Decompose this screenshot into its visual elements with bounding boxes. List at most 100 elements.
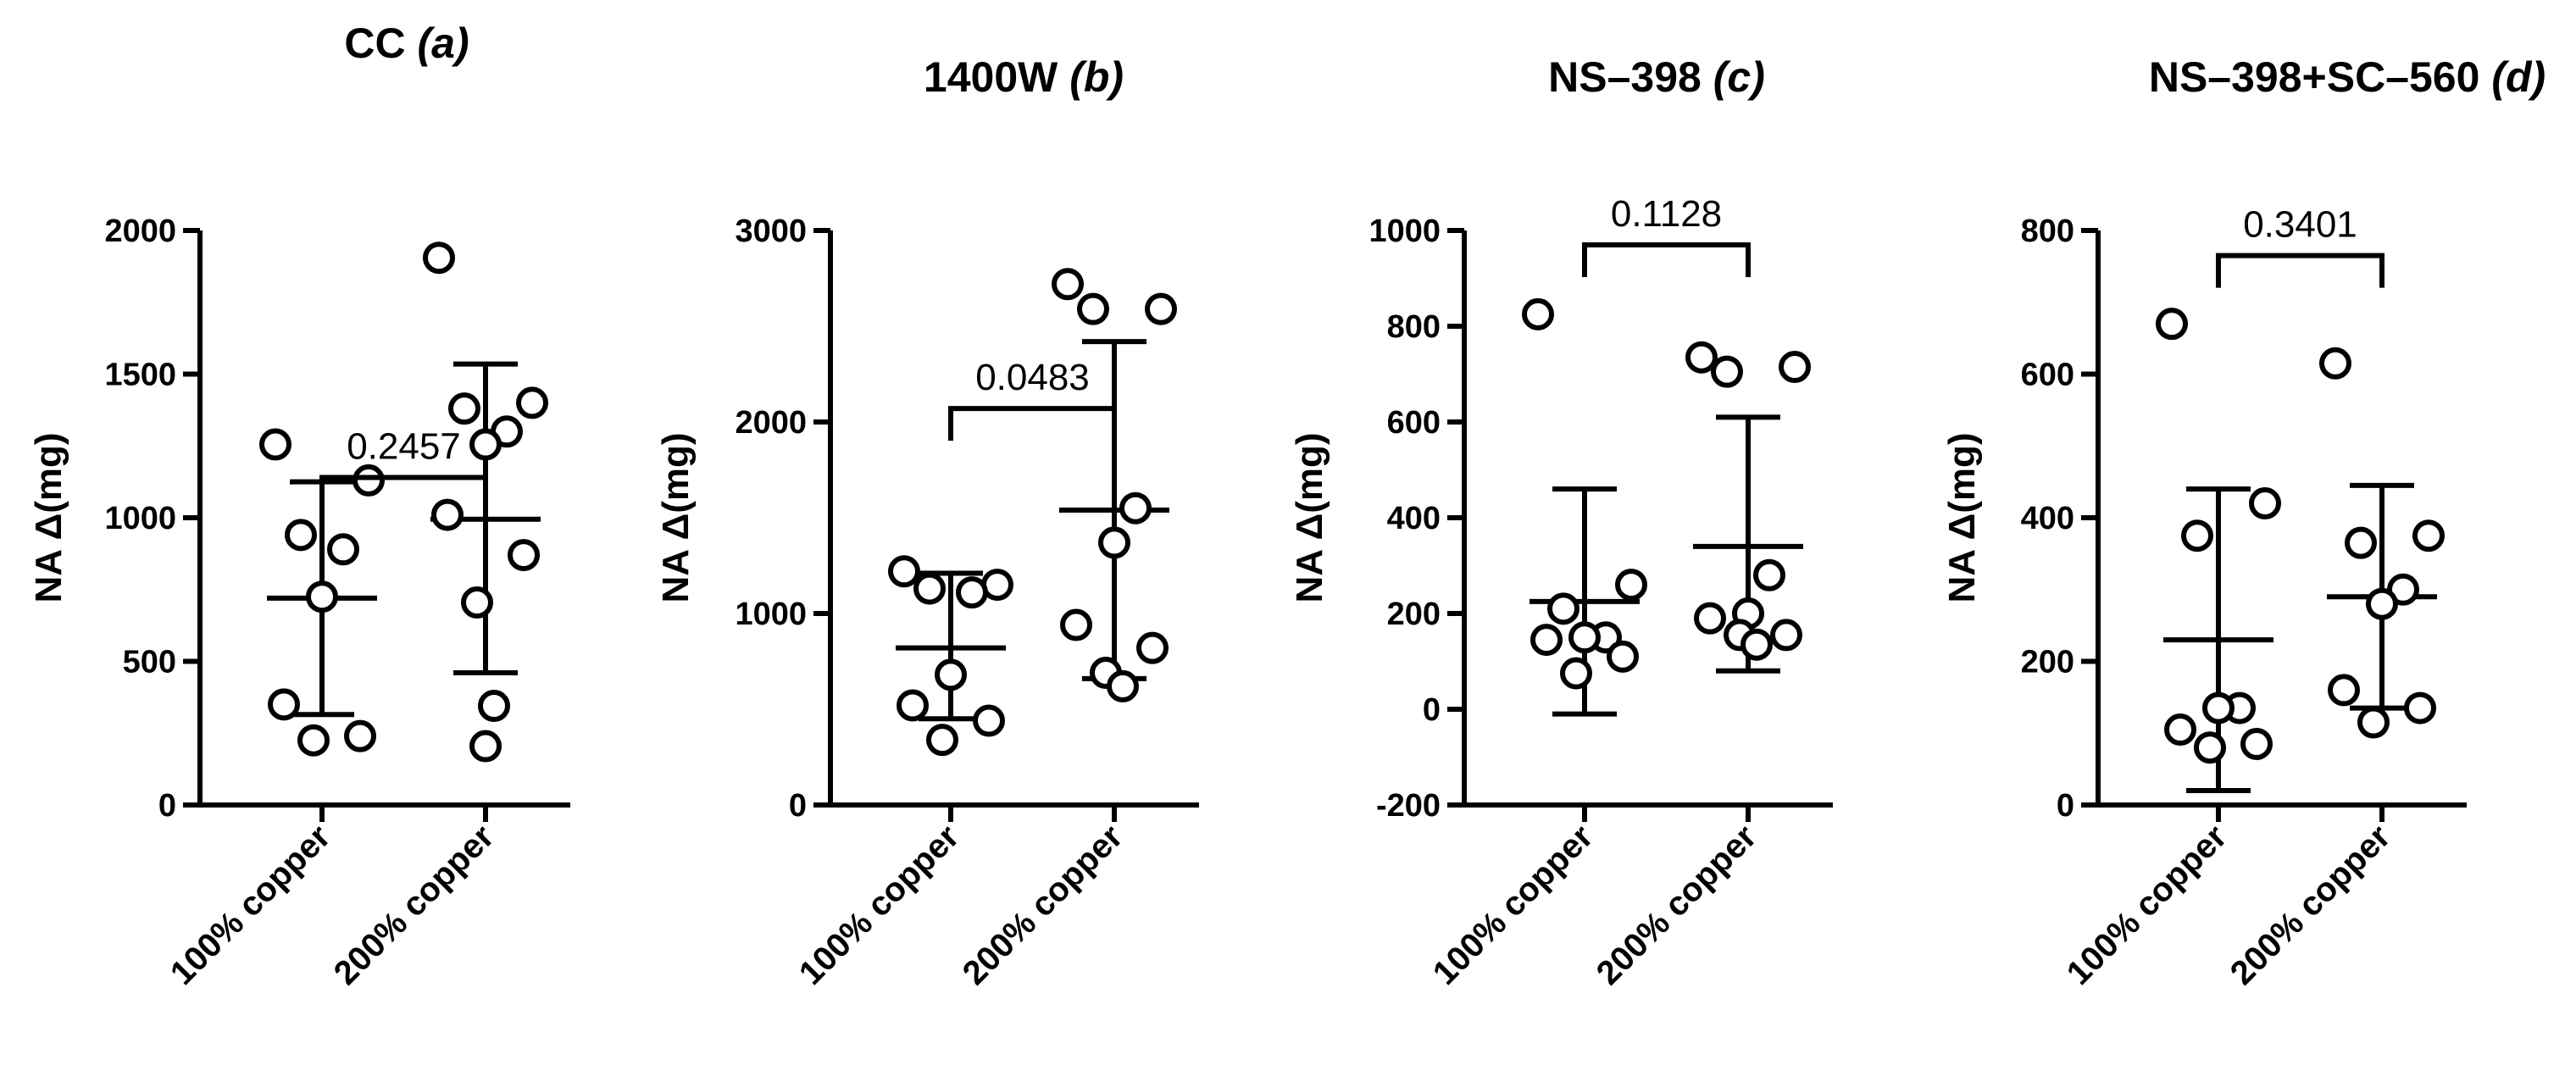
- y-tick-label: 400: [2021, 501, 2074, 536]
- data-point: [2181, 519, 2213, 552]
- chart-title-suffix: (d): [2491, 53, 2545, 101]
- y-tick-label: 500: [123, 645, 176, 680]
- data-point: [973, 704, 1005, 737]
- data-point: [1522, 297, 1554, 330]
- data-point: [1779, 351, 1811, 384]
- data-point: [2366, 587, 2398, 620]
- y-axis-label: NA Δ(mg): [1289, 432, 1330, 602]
- y-tick-label: 2000: [735, 405, 807, 441]
- x-tick-label: 200% copper: [327, 818, 502, 992]
- chart-title-main: CC: [344, 19, 417, 67]
- y-tick-label: 0: [2057, 788, 2074, 824]
- chart-panel-4: NS–398+SC–560 (d) 0 200 400 600 800 NA Δ(mg) 10…: [1941, 53, 2545, 992]
- series-1: [2156, 308, 2281, 794]
- chart-panel-3: NS–398 (c) -200 0 200 400 600 800 1000 NA Δ(mg) 1…: [1289, 53, 1833, 992]
- data-point: [1770, 619, 1802, 652]
- significance-bracket: [2216, 253, 2384, 288]
- y-tick-label: 0: [1423, 692, 1441, 728]
- data-point: [268, 688, 300, 721]
- series-1: [259, 428, 385, 757]
- data-point: [2404, 691, 2436, 724]
- y-tick-label: 800: [2021, 214, 2074, 249]
- p-value-label: 0.1128: [1611, 193, 1722, 235]
- data-point: [2194, 731, 2226, 764]
- data-point: [956, 576, 988, 609]
- x-tick-label: 200% copper: [1590, 818, 1764, 992]
- chart-title: NS–398 (c): [1548, 53, 1765, 101]
- y-tick-label: 1000: [735, 597, 807, 632]
- data-point: [469, 730, 502, 763]
- data-point: [2357, 706, 2390, 739]
- data-point: [1753, 558, 1785, 591]
- data-point: [2156, 308, 2188, 341]
- chart-title-suffix: (c): [1713, 53, 1765, 101]
- y-tick-label: -200: [1376, 788, 1441, 824]
- data-point: [1145, 292, 1177, 325]
- series-2: [423, 241, 548, 763]
- data-point: [516, 386, 548, 419]
- data-point: [1547, 592, 1579, 625]
- p-value-label: 0.0483: [975, 357, 1090, 398]
- data-point: [897, 689, 929, 722]
- chart-title-suffix: (b): [1069, 53, 1124, 101]
- chart-title-main: NS–398+SC–560: [2149, 53, 2491, 101]
- data-point: [431, 498, 464, 531]
- data-point: [1685, 341, 1718, 374]
- x-tick-label: 100% copper: [792, 818, 967, 992]
- data-point: [448, 392, 480, 425]
- data-point: [1107, 669, 1139, 702]
- data-point: [423, 241, 455, 275]
- data-point: [1694, 602, 1726, 635]
- series-1: [888, 555, 1013, 757]
- data-point: [1530, 624, 1563, 657]
- y-tick-label: 200: [2021, 645, 2074, 680]
- data-point: [1560, 657, 1592, 690]
- y-tick-label: 800: [1387, 309, 1441, 345]
- x-tick-label: 200% copper: [956, 818, 1130, 992]
- data-point: [935, 658, 967, 691]
- significance-bracket: [319, 475, 488, 510]
- y-tick-label: 600: [1387, 405, 1441, 441]
- data-point: [259, 428, 291, 461]
- data-point: [353, 464, 385, 497]
- data-point: [478, 690, 510, 723]
- data-point: [297, 724, 330, 757]
- y-tick-label: 200: [1387, 597, 1441, 632]
- y-tick-label: 2000: [104, 214, 176, 249]
- data-point: [2164, 713, 2196, 747]
- data-point: [2240, 727, 2273, 760]
- data-point: [1568, 621, 1601, 654]
- p-value-label: 0.3401: [2243, 204, 2357, 246]
- data-point: [2345, 526, 2377, 559]
- data-point: [469, 428, 502, 461]
- chart-title-main: NS–398: [1548, 53, 1713, 101]
- chart-title: CC (a): [344, 19, 469, 67]
- chart-title: NS–398+SC–560 (d): [2149, 53, 2545, 101]
- x-tick-label: 200% copper: [2223, 818, 2398, 992]
- data-point: [2249, 487, 2281, 520]
- data-point: [1098, 526, 1130, 559]
- data-point: [306, 580, 338, 613]
- y-tick-label: 0: [789, 788, 807, 824]
- series-2: [1052, 268, 1177, 702]
- data-point: [344, 719, 376, 752]
- data-point: [1136, 631, 1169, 664]
- y-tick-label: 1500: [104, 358, 176, 393]
- x-tick-label: 100% copper: [1426, 818, 1601, 992]
- data-point: [461, 586, 493, 619]
- data-point: [1077, 292, 1109, 325]
- data-point: [2328, 674, 2360, 707]
- chart-title-suffix: (a): [418, 19, 469, 67]
- data-point: [2202, 691, 2235, 724]
- data-point: [913, 572, 946, 605]
- data-point: [1119, 491, 1152, 525]
- series-1: [1522, 297, 1647, 717]
- data-point: [1052, 268, 1084, 301]
- chart-panel-2: 1400W (b) 0 1000 2000 3000 NA Δ(mg) 100% coppe…: [655, 53, 1199, 992]
- y-axis-label: NA Δ(mg): [1941, 432, 1983, 602]
- data-point: [888, 555, 920, 588]
- y-axis-label: NA Δ(mg): [655, 432, 697, 602]
- data-point: [1060, 608, 1092, 641]
- data-point: [327, 533, 359, 566]
